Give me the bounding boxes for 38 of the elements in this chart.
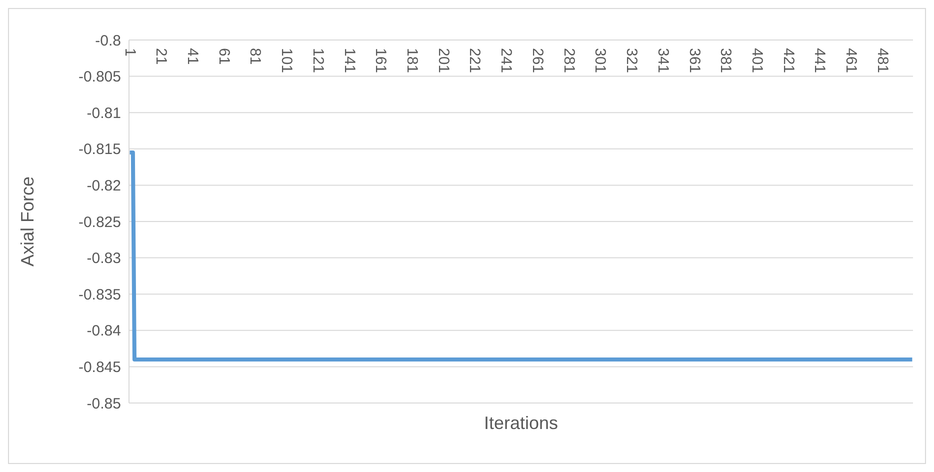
- x-tick-label: 481: [874, 48, 891, 74]
- x-tick-label: 381: [717, 48, 734, 74]
- y-axis-title: Axial Force: [17, 176, 38, 267]
- x-tick-label: 301: [592, 48, 609, 74]
- y-tick-label: -0.815: [78, 141, 121, 158]
- y-tick-label: -0.83: [86, 250, 121, 268]
- y-tick-label: -0.82: [86, 178, 121, 195]
- x-tick-label: 181: [404, 48, 421, 74]
- x-tick-label: 421: [780, 48, 797, 74]
- y-tick-label: -0.85: [86, 395, 121, 412]
- y-tick-label: -0.805: [78, 68, 121, 86]
- y-tick-label: -0.845: [78, 359, 121, 376]
- x-tick-label: 401: [748, 48, 766, 74]
- x-tick-label: 101: [278, 48, 296, 74]
- x-tick-label: 441: [811, 48, 828, 74]
- x-tick-label: 261: [528, 48, 546, 74]
- x-tick-label: 341: [654, 48, 672, 74]
- x-tick-label: 61: [215, 48, 232, 65]
- x-tick-label: 281: [560, 48, 578, 74]
- x-tick-label: 201: [434, 48, 452, 74]
- x-tick-label: 121: [309, 48, 326, 74]
- x-tick-label: 361: [686, 48, 703, 74]
- x-tick-label: 241: [498, 48, 515, 74]
- y-tick-label: -0.825: [78, 214, 121, 231]
- x-tick-label: 81: [246, 48, 264, 65]
- x-tick-label: 221: [466, 48, 484, 74]
- x-tick-label: 161: [372, 48, 390, 74]
- y-tick-label: -0.81: [86, 104, 121, 122]
- y-tick-label: -0.8: [95, 32, 121, 50]
- x-tick-label: 461: [842, 48, 860, 74]
- x-tick-label: 321: [623, 48, 640, 74]
- x-tick-label: 21: [152, 48, 170, 65]
- y-tick-label: -0.835: [78, 286, 121, 304]
- x-tick-label: 141: [340, 48, 358, 74]
- y-tick-label: -0.84: [86, 322, 121, 340]
- x-axis-title: Iterations: [482, 413, 560, 434]
- x-tick-label: 41: [184, 48, 202, 65]
- x-tick-label: 1: [121, 48, 138, 56]
